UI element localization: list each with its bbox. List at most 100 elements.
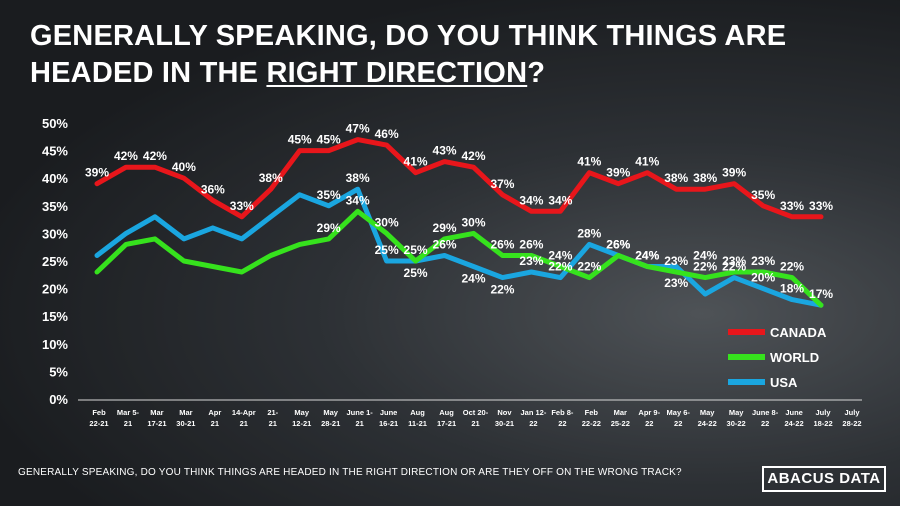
title-underlined: RIGHT DIRECTION xyxy=(266,57,528,89)
data-label-usa: 24% xyxy=(461,272,485,286)
data-label-world: 23% xyxy=(751,254,775,268)
data-label-canada: 43% xyxy=(433,144,457,158)
data-label-canada: 40% xyxy=(172,160,196,174)
x-tick-label: June xyxy=(785,408,803,417)
x-tick-label: Aug xyxy=(439,408,454,417)
data-label-usa: 20% xyxy=(751,271,775,285)
series-line-canada xyxy=(94,137,824,220)
data-label-usa: 25% xyxy=(404,266,428,280)
x-tick-label: Mar xyxy=(614,408,627,417)
data-label-usa: 18% xyxy=(780,282,804,296)
data-label-world: 17% xyxy=(809,287,833,301)
data-label-canada: 33% xyxy=(809,199,833,213)
data-label-canada: 41% xyxy=(635,155,659,169)
data-label-usa: 26% xyxy=(606,237,630,251)
title-part-3: ? xyxy=(527,57,546,89)
data-label-world: 23% xyxy=(664,254,688,268)
data-label-canada: 47% xyxy=(346,122,370,136)
y-tick-label: 10% xyxy=(42,337,68,352)
x-tick-label: 22-21 xyxy=(89,419,108,428)
x-tick-label: Feb xyxy=(585,408,599,417)
y-tick-label: 30% xyxy=(42,226,68,241)
x-tick-label: 22-22 xyxy=(582,419,601,428)
page-title: GENERALLY SPEAKING, DO YOU THINK THINGS … xyxy=(30,18,890,92)
data-label-world: 30% xyxy=(375,215,399,229)
x-tick-label: 22 xyxy=(674,419,682,428)
x-tick-label: 28-21 xyxy=(321,419,340,428)
data-label-world: 24% xyxy=(693,249,717,263)
data-label-canada: 38% xyxy=(259,171,283,185)
x-tick-label: 17-21 xyxy=(147,419,166,428)
data-label-canada: 41% xyxy=(577,155,601,169)
data-label-world: 24% xyxy=(548,249,572,263)
x-tick-label: 22 xyxy=(529,419,537,428)
data-label-canada: 39% xyxy=(85,166,109,180)
data-label-world: 22% xyxy=(577,260,601,274)
x-tick-label: 17-21 xyxy=(437,419,456,428)
legend-label-canada: CANADA xyxy=(770,325,827,340)
data-label-world: 29% xyxy=(317,221,341,235)
x-tick-label: 21 xyxy=(240,419,248,428)
x-tick-label: 18-22 xyxy=(813,419,832,428)
x-tick-label: 21 xyxy=(211,419,219,428)
x-tick-label: 24-22 xyxy=(698,419,717,428)
data-label-canada: 39% xyxy=(722,166,746,180)
y-tick-label: 20% xyxy=(42,282,68,297)
data-label-canada: 42% xyxy=(461,149,485,163)
data-label-canada: 36% xyxy=(201,182,225,196)
data-label-canada: 34% xyxy=(519,193,543,207)
data-label-usa: 22% xyxy=(490,283,514,297)
data-label-canada: 34% xyxy=(548,193,572,207)
abacus-data-logo: ABACUS DATA xyxy=(762,466,886,492)
x-tick-label: Aug xyxy=(410,408,425,417)
data-label-world: 29% xyxy=(433,221,457,235)
title-part-1: GENERALLY SPEAKING, DO YOU THINK THINGS … xyxy=(30,20,787,89)
data-label-world: 23% xyxy=(722,254,746,268)
y-tick-label: 0% xyxy=(49,392,68,407)
x-tick-label: 22 xyxy=(761,419,769,428)
x-tick-label: 30-21 xyxy=(495,419,514,428)
data-label-usa: 28% xyxy=(577,226,601,240)
x-tick-label: 30-21 xyxy=(176,419,195,428)
x-tick-label: Mar xyxy=(150,408,163,417)
x-tick-label: May xyxy=(700,408,715,417)
x-tick-label: 21 xyxy=(124,419,132,428)
data-label-canada: 38% xyxy=(693,171,717,185)
legend-label-usa: USA xyxy=(770,375,798,390)
data-label-canada: 35% xyxy=(751,188,775,202)
data-label-canada: 45% xyxy=(288,133,312,147)
x-tick-label: 28-22 xyxy=(842,419,861,428)
data-label-world: 26% xyxy=(606,237,630,251)
x-tick-label: Apr xyxy=(208,408,221,417)
x-tick-label: May xyxy=(294,408,309,417)
data-label-canada: 42% xyxy=(143,149,167,163)
x-tick-label: Oct 20- xyxy=(463,408,489,417)
x-tick-label: Feb xyxy=(92,408,106,417)
x-tick-label: 21 xyxy=(471,419,479,428)
data-label-usa: 38% xyxy=(346,171,370,185)
series-line-world xyxy=(94,208,824,308)
data-label-world: 26% xyxy=(519,237,543,251)
data-label-world: 25% xyxy=(404,243,428,257)
data-label-usa: 35% xyxy=(317,188,341,202)
x-tick-label: 16-21 xyxy=(379,419,398,428)
data-label-world: 24% xyxy=(635,249,659,263)
data-label-usa: 23% xyxy=(664,276,688,290)
data-label-world: 26% xyxy=(490,237,514,251)
data-label-canada: 33% xyxy=(780,199,804,213)
series-line-usa xyxy=(94,186,824,308)
x-tick-label: 21 xyxy=(269,419,277,428)
x-tick-label: 30-22 xyxy=(727,419,746,428)
x-tick-label: Mar 5- xyxy=(117,408,140,417)
data-label-usa: 22% xyxy=(693,260,717,274)
x-tick-label: 22 xyxy=(558,419,566,428)
x-tick-label: 25-22 xyxy=(611,419,630,428)
x-tick-label: 21 xyxy=(355,419,363,428)
x-tick-label: Mar xyxy=(179,408,192,417)
y-tick-label: 35% xyxy=(42,199,68,214)
data-label-usa: 22% xyxy=(548,260,572,274)
x-tick-label: 24-22 xyxy=(784,419,803,428)
y-tick-label: 50% xyxy=(42,116,68,131)
